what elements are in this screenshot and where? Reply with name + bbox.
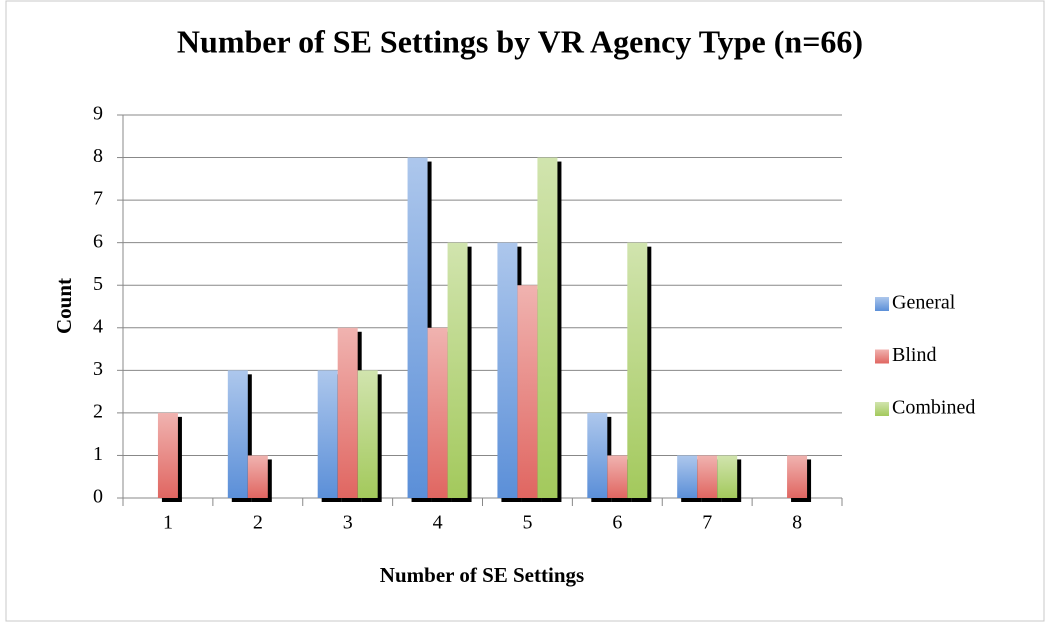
legend-label: Combined [892, 397, 975, 419]
legend-label: Blind [892, 344, 936, 366]
y-axis-label: Count [52, 278, 76, 334]
bar [357, 370, 378, 498]
legend-swatch [875, 349, 889, 364]
bar [587, 412, 608, 498]
bar [497, 242, 518, 498]
bar [227, 370, 248, 498]
x-axis-label: Number of SE Settings [380, 563, 584, 587]
y-tick-label: 6 [93, 230, 103, 252]
bar [677, 455, 698, 498]
bar [537, 157, 558, 499]
bar [247, 455, 268, 498]
y-tick-label: 3 [93, 358, 103, 380]
y-tick-label: 0 [93, 486, 103, 508]
bar [157, 412, 178, 498]
x-tick-label: 6 [612, 512, 622, 534]
bar [517, 285, 538, 498]
bar [717, 455, 738, 498]
bar [607, 455, 628, 498]
x-tick-label: 5 [522, 512, 532, 534]
y-tick-label: 2 [93, 400, 103, 422]
y-tick-label: 5 [93, 273, 103, 295]
bar [697, 455, 718, 498]
bar [317, 370, 338, 498]
bar [627, 242, 648, 498]
bar [337, 327, 358, 498]
bar [447, 242, 468, 498]
x-tick-label: 7 [702, 512, 712, 534]
bar [787, 455, 808, 498]
legend-swatch [875, 297, 889, 311]
y-tick-label: 1 [93, 443, 103, 465]
bar [427, 327, 448, 498]
x-tick-label: 1 [163, 512, 173, 534]
legend-label: General [892, 292, 956, 314]
legend-swatch [875, 402, 889, 416]
y-tick-label: 4 [93, 315, 103, 337]
x-tick-label: 2 [253, 512, 263, 534]
y-tick-label: 7 [93, 188, 103, 210]
y-tick-label: 9 [93, 103, 103, 125]
x-tick-label: 4 [433, 512, 443, 534]
x-tick-label: 8 [792, 512, 802, 534]
bar [407, 157, 428, 499]
y-tick-label: 8 [93, 145, 103, 167]
x-tick-label: 3 [343, 512, 353, 534]
chart-title: Number of SE Settings by VR Agency Type … [177, 23, 863, 59]
